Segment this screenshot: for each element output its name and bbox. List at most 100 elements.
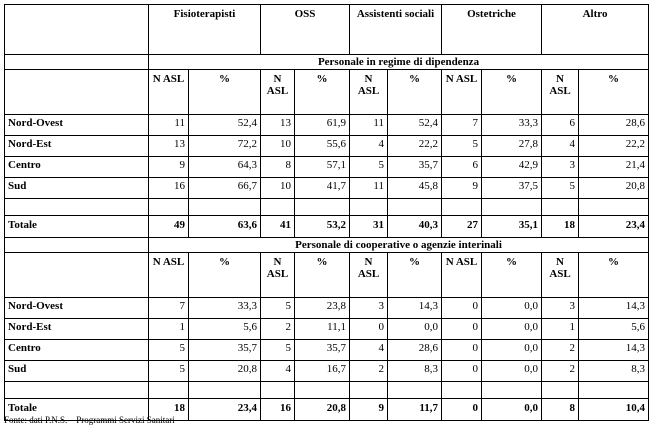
percent-cell: 72,2 xyxy=(188,135,261,157)
total-percent-cell: 63,6 xyxy=(188,215,261,238)
table-row: Nord-Est 13 72,2 10 55,6 4 22,2 5 27,8 4 22,2 xyxy=(4,135,650,157)
total-label: Totale xyxy=(4,398,149,421)
table-row: Sud 5 20,8 4 16,7 2 8,3 0 0,0 2 8,3 xyxy=(4,360,650,382)
percent-cell: 52,4 xyxy=(188,114,261,136)
percent-cell: 42,9 xyxy=(481,156,543,178)
percent-cell: 45,8 xyxy=(387,177,443,199)
total-percent-cell: 0,0 xyxy=(481,398,543,421)
total-percent-cell: 53,2 xyxy=(293,215,351,238)
total-n-asl-cell: 41 xyxy=(260,215,295,238)
n-asl-cell: 0 xyxy=(441,360,483,382)
percent-cell: 14,3 xyxy=(578,339,650,361)
spacer-row xyxy=(4,381,650,399)
total-percent-cell: 20,8 xyxy=(293,398,351,421)
spacer-cell xyxy=(578,381,650,399)
section-title-row: Personale in regime di dipendenza xyxy=(4,54,650,70)
total-percent-cell: 40,3 xyxy=(387,215,443,238)
n-asl-cell: 3 xyxy=(541,156,580,178)
n-asl-cell: 11 xyxy=(148,114,189,136)
region-label: Sud xyxy=(4,177,149,199)
total-n-asl-cell: 18 xyxy=(541,215,580,238)
spacer-cell xyxy=(188,198,261,216)
n-asl-cell: 2 xyxy=(541,339,580,361)
n-asl-cell: 8 xyxy=(260,156,295,178)
source-footnote: Fonte: dati P.N.S. – Programmi Servizi S… xyxy=(4,415,175,425)
table-row: Sud 16 66,7 10 41,7 11 45,8 9 37,5 5 20,8 xyxy=(4,177,650,199)
spacer-cell xyxy=(293,381,351,399)
section-title: Personale in regime di dipendenza xyxy=(147,54,650,70)
n-asl-cell: 4 xyxy=(260,360,295,382)
subheader-row: N ASL% N ASL% N ASL% N ASL% N ASL% xyxy=(4,252,650,298)
spacer-cell xyxy=(4,198,149,216)
percent-cell: 21,4 xyxy=(578,156,650,178)
header-row: Fisioterapisti OSS Assistenti sociali Os… xyxy=(4,4,650,55)
percent-cell: 64,3 xyxy=(188,156,261,178)
region-label: Nord-Ovest xyxy=(4,297,149,319)
total-n-asl-cell: 9 xyxy=(349,398,389,421)
percent-cell: 33,3 xyxy=(481,114,543,136)
n-asl-cell: 5 xyxy=(349,156,389,178)
subheader-n-asl: N ASL xyxy=(441,69,483,115)
percent-cell: 35,7 xyxy=(188,339,261,361)
n-asl-cell: 13 xyxy=(260,114,295,136)
percent-cell: 33,3 xyxy=(188,297,261,319)
n-asl-cell: 5 xyxy=(260,297,295,319)
percent-cell: 0,0 xyxy=(481,318,543,340)
percent-cell: 0,0 xyxy=(481,339,543,361)
subheader-n-asl: N ASL xyxy=(441,252,483,298)
percent-cell: 61,9 xyxy=(293,114,351,136)
staff-table: Fisioterapisti OSS Assistenti sociali Os… xyxy=(4,4,650,421)
percent-cell: 0,0 xyxy=(387,318,443,340)
n-asl-cell: 5 xyxy=(148,360,189,382)
percent-cell: 5,6 xyxy=(578,318,650,340)
total-percent-cell: 11,7 xyxy=(387,398,443,421)
section-blank-cell xyxy=(4,237,149,253)
percent-cell: 55,6 xyxy=(293,135,351,157)
subheader-percent: % xyxy=(481,252,543,298)
percent-cell: 8,3 xyxy=(387,360,443,382)
total-percent-cell: 35,1 xyxy=(481,215,543,238)
region-label: Sud xyxy=(4,360,149,382)
total-n-asl-cell: 16 xyxy=(260,398,295,421)
col-header-fisioterapisti: Fisioterapisti xyxy=(148,4,261,55)
n-asl-cell: 10 xyxy=(260,177,295,199)
spacer-cell xyxy=(349,198,389,216)
percent-cell: 20,8 xyxy=(188,360,261,382)
n-asl-cell: 4 xyxy=(541,135,580,157)
percent-cell: 28,6 xyxy=(578,114,650,136)
spacer-row xyxy=(4,198,650,216)
spacer-cell xyxy=(541,381,580,399)
n-asl-cell: 11 xyxy=(349,177,389,199)
percent-cell: 41,7 xyxy=(293,177,351,199)
percent-cell: 22,2 xyxy=(578,135,650,157)
n-asl-cell: 2 xyxy=(349,360,389,382)
n-asl-cell: 0 xyxy=(349,318,389,340)
subheader-blank-cell xyxy=(4,69,149,115)
spacer-cell xyxy=(148,381,189,399)
region-label: Nord-Ovest xyxy=(4,114,149,136)
total-row: Totale 49 63,6 41 53,2 31 40,3 27 35,1 18 23,4 xyxy=(4,215,650,238)
percent-cell: 35,7 xyxy=(387,156,443,178)
total-percent-cell: 10,4 xyxy=(578,398,650,421)
spacer-cell xyxy=(260,198,295,216)
table-row: Nord-Est 1 5,6 2 11,1 0 0,0 0 0,0 1 5,6 xyxy=(4,318,650,340)
percent-cell: 27,8 xyxy=(481,135,543,157)
n-asl-cell: 0 xyxy=(441,339,483,361)
total-label: Totale xyxy=(4,215,149,238)
subheader-percent: % xyxy=(387,252,443,298)
subheader-row: N ASL% N ASL% N ASL% N ASL% N ASL% xyxy=(4,69,650,115)
subheader-n-asl: N ASL xyxy=(541,252,580,298)
percent-cell: 14,3 xyxy=(387,297,443,319)
percent-cell: 35,7 xyxy=(293,339,351,361)
region-label: Centro xyxy=(4,156,149,178)
subheader-n-asl: N ASL xyxy=(260,252,295,298)
col-header-assistenti-sociali: Assistenti sociali xyxy=(349,4,443,55)
n-asl-cell: 7 xyxy=(441,114,483,136)
region-label: Nord-Est xyxy=(4,318,149,340)
spacer-cell xyxy=(349,381,389,399)
subheader-percent: % xyxy=(188,69,261,115)
n-asl-cell: 3 xyxy=(541,297,580,319)
spacer-cell xyxy=(481,381,543,399)
subheader-percent: % xyxy=(387,69,443,115)
percent-cell: 22,2 xyxy=(387,135,443,157)
